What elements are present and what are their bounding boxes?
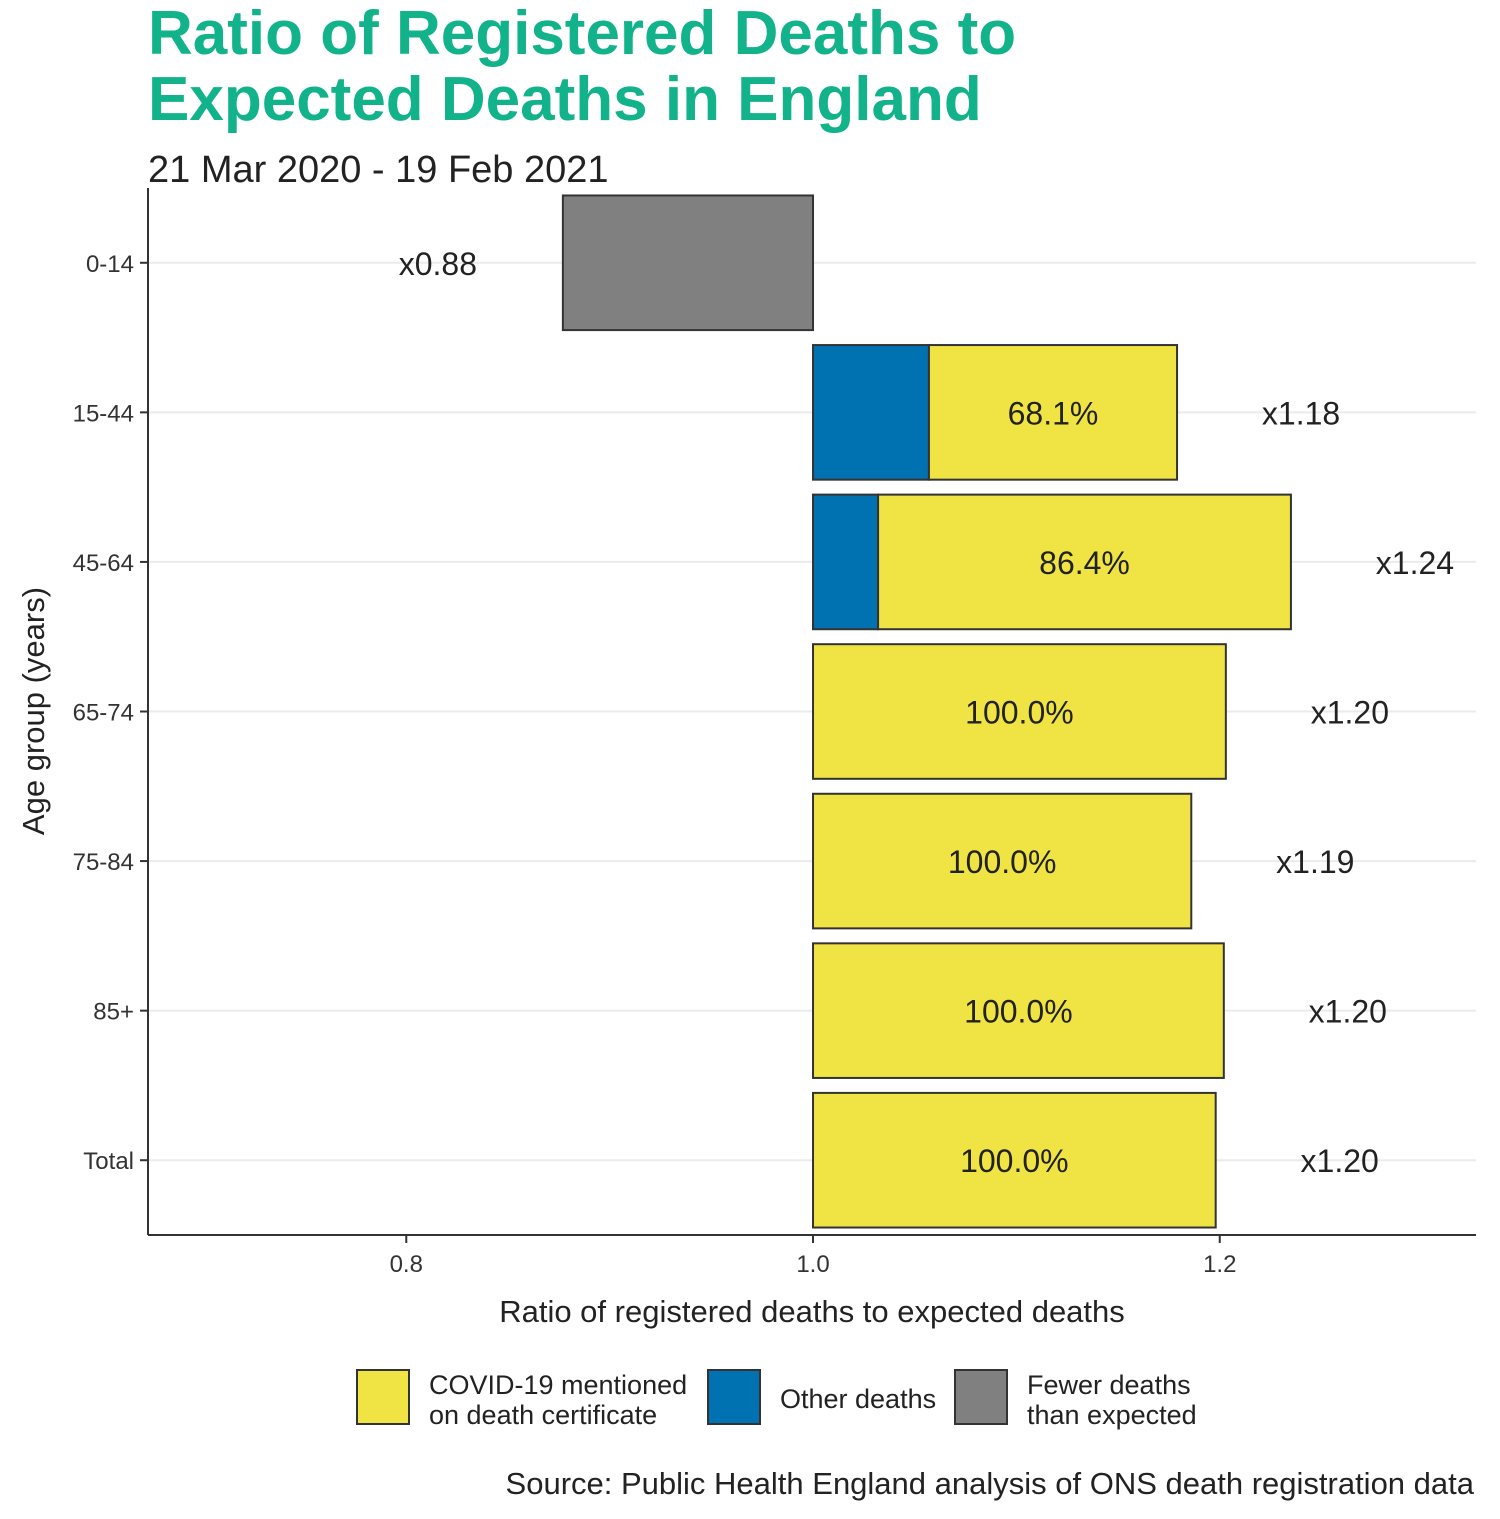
legend-key-2 <box>954 1369 1008 1425</box>
y-tick-label: Total <box>83 1148 134 1175</box>
covid-share-label: 86.4% <box>1039 545 1130 581</box>
ratio-label: x1.20 <box>1309 994 1387 1030</box>
ratio-label: x1.19 <box>1276 844 1354 880</box>
y-axis-label: Age group (years) <box>16 587 51 835</box>
bar-covid-deaths <box>812 1091 1217 1229</box>
ratio-label: x1.24 <box>1376 545 1454 581</box>
x-ticks: 0.8 1.0 1.2 <box>390 1235 1236 1278</box>
chart-title-line-1: Ratio of Registered Deaths to <box>148 0 1016 68</box>
covid-share-label: 100.0% <box>960 1143 1069 1179</box>
bar-covid-deaths <box>812 643 1227 780</box>
covid-share-label: 100.0% <box>948 844 1057 880</box>
source-note: Source: Public Health England analysis o… <box>506 1466 1475 1501</box>
ratio-label: x1.20 <box>1311 695 1389 731</box>
bar-covid-deaths <box>877 493 1292 631</box>
y-tick-label: 45-64 <box>73 550 134 577</box>
bar-covid-deaths <box>812 792 1193 930</box>
y-tick-label: 75-84 <box>73 849 134 876</box>
gridlines <box>148 261 1476 1162</box>
ratio-label: x0.88 <box>399 246 477 282</box>
covid-share-label: 68.1% <box>1008 395 1099 431</box>
legend-label: COVID-19 mentioned <box>429 1370 687 1400</box>
ratio-label: x1.20 <box>1301 1143 1379 1179</box>
legend-key-0 <box>356 1369 410 1425</box>
bar-other-deaths <box>812 344 930 481</box>
bars <box>561 194 1292 1229</box>
bar-covid-deaths <box>812 942 1225 1079</box>
chart-subtitle: 21 Mar 2020 - 19 Feb 2021 <box>148 149 609 191</box>
y-ticks: 0-14 15-44 45-64 65-74 75-84 85+ Total <box>73 251 148 1175</box>
y-tick-label: 65-74 <box>73 700 134 727</box>
legend-label: on death certificate <box>429 1400 657 1430</box>
x-axis-label: Ratio of registered deaths to expected d… <box>499 1294 1125 1329</box>
bar-other-deaths <box>812 493 880 631</box>
ratio-label: x1.18 <box>1262 395 1340 431</box>
x-tick-label: 1.0 <box>796 1251 829 1278</box>
x-tick-label: 0.8 <box>390 1251 423 1278</box>
covid-share-label: 100.0% <box>965 695 1074 731</box>
legend-key-1 <box>707 1369 761 1425</box>
chart-title-line-2: Expected Deaths in England <box>148 65 982 134</box>
legend-label: than expected <box>1027 1400 1197 1430</box>
legend-label: Fewer deaths <box>1027 1370 1191 1400</box>
covid-share-label: 100.0% <box>964 994 1073 1030</box>
bar-fewer-deaths <box>561 194 815 332</box>
y-tick-label: 0-14 <box>86 251 134 278</box>
y-tick-label: 15-44 <box>73 400 134 427</box>
legend-label: Other deaths <box>780 1384 936 1414</box>
bar-covid-deaths <box>927 344 1179 481</box>
bar-labels: x0.88 68.1% x1.18 86.4% x1.24 100.0% x1.20 100.… <box>399 246 1454 1179</box>
y-tick-label: 85+ <box>93 999 134 1026</box>
x-tick-label: 1.2 <box>1203 1251 1236 1278</box>
